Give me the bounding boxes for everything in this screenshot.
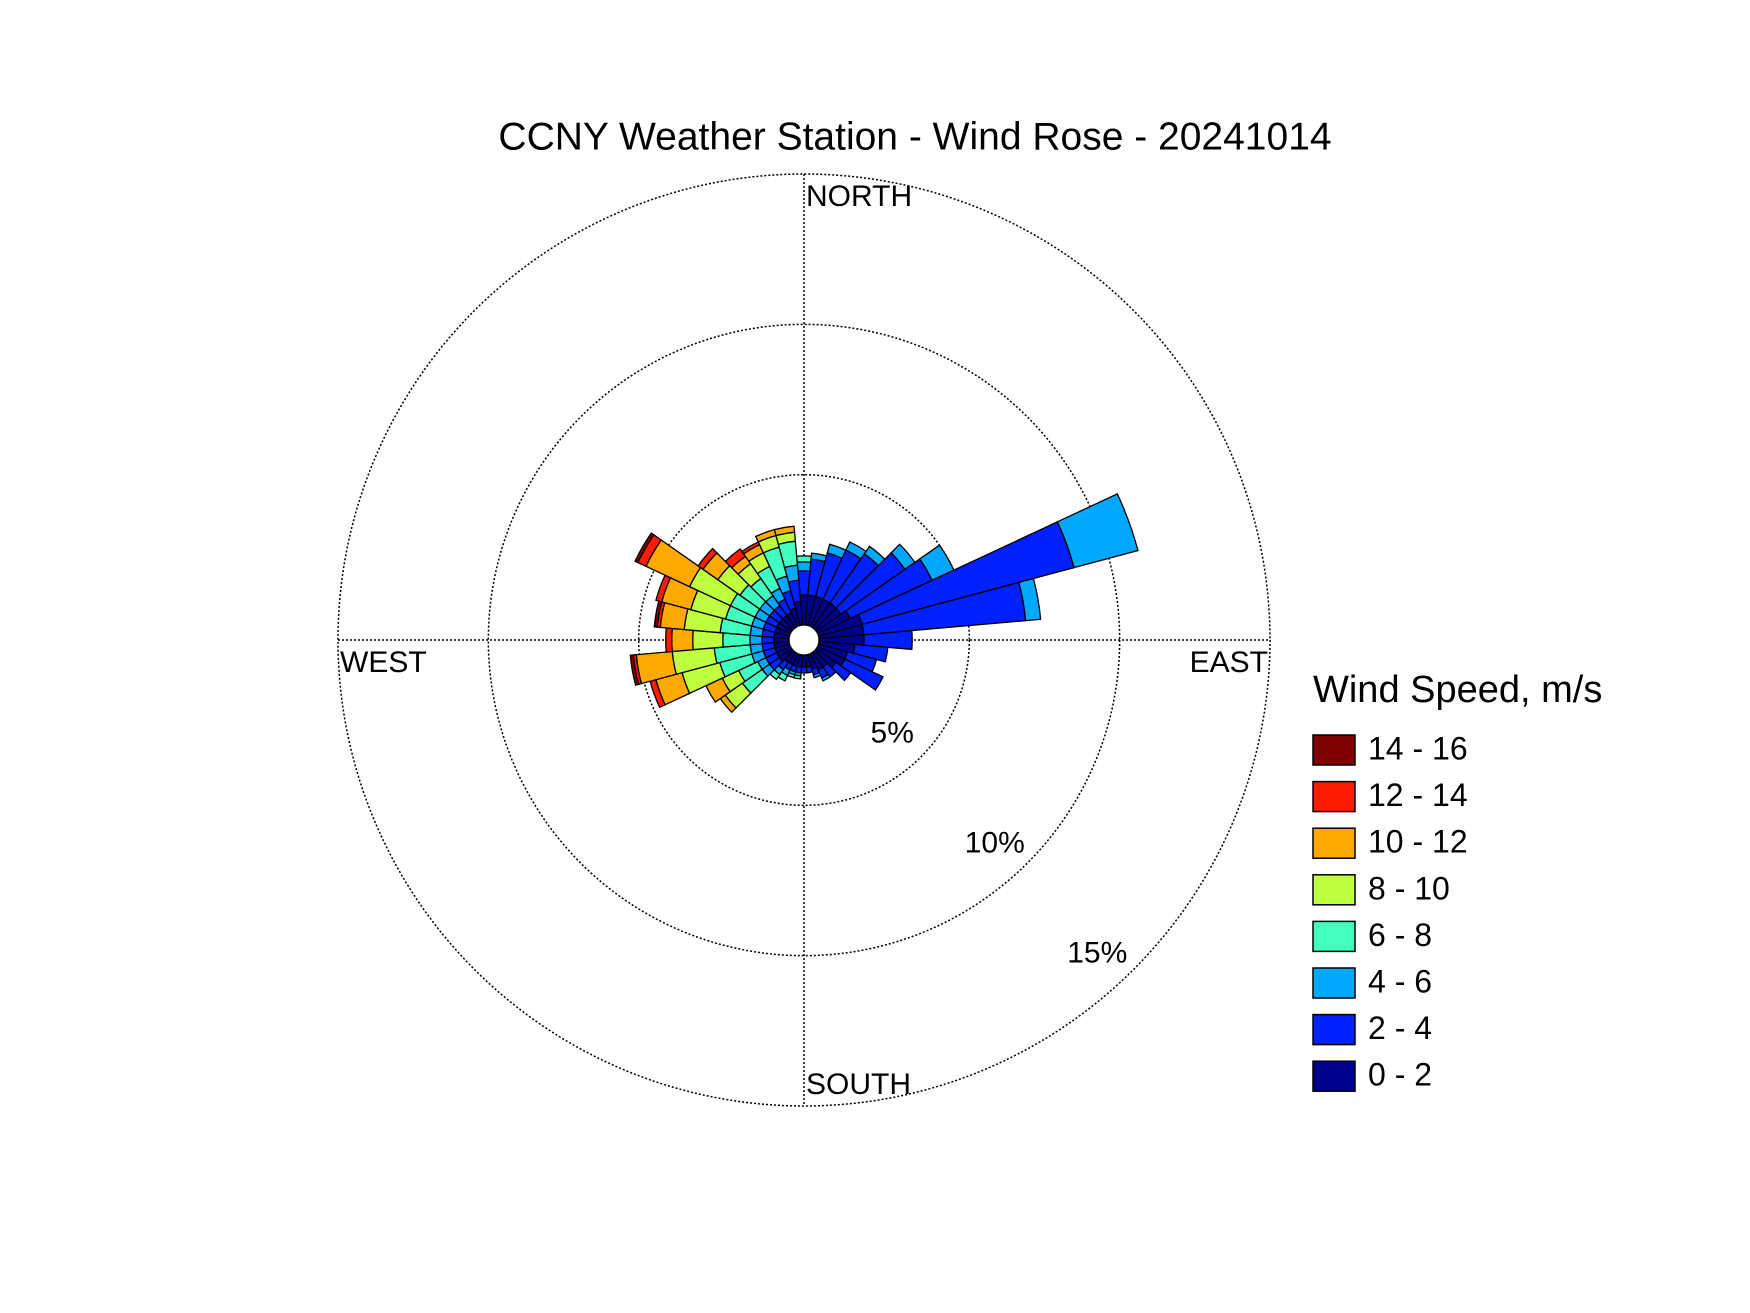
legend-label: 12 - 14 bbox=[1368, 777, 1468, 813]
wind-segment bbox=[697, 547, 718, 571]
legend-swatch bbox=[1312, 827, 1356, 859]
cardinal-label: NORTH bbox=[806, 180, 912, 213]
legend-label: 10 - 12 bbox=[1368, 824, 1468, 860]
grid-ring bbox=[637, 473, 971, 807]
wind-segment bbox=[840, 658, 884, 691]
wind-segment bbox=[773, 525, 796, 537]
wind-segment bbox=[665, 627, 673, 653]
legend-swatch bbox=[1312, 920, 1356, 953]
ring-label: 10% bbox=[965, 826, 1025, 859]
wind-segment bbox=[795, 555, 813, 563]
wind-segment bbox=[724, 547, 747, 569]
legend-title: Wind Speed, m/s bbox=[1313, 669, 1602, 711]
ring-label: 15% bbox=[1067, 936, 1127, 969]
legend-label: 8 - 10 bbox=[1368, 870, 1450, 906]
center-hole bbox=[788, 624, 820, 656]
wind-segment bbox=[1018, 577, 1042, 622]
grid-ring bbox=[337, 173, 1271, 1107]
wind-segment bbox=[634, 532, 655, 564]
wind-segment bbox=[863, 629, 913, 651]
legend-swatch bbox=[1312, 1060, 1356, 1092]
wind-segment bbox=[830, 661, 852, 682]
wind-segment bbox=[820, 673, 831, 682]
wind-segment bbox=[812, 671, 822, 679]
legend-label: 2 - 4 bbox=[1368, 1010, 1432, 1046]
wind-segment bbox=[852, 643, 889, 663]
cardinal-label: SOUTH bbox=[806, 1068, 911, 1101]
legend-swatch bbox=[1312, 734, 1356, 766]
cardinal-label: EAST bbox=[1190, 646, 1268, 679]
wind-segment bbox=[796, 561, 812, 572]
legend-swatch bbox=[1312, 874, 1356, 906]
legend-swatch bbox=[1312, 1013, 1356, 1046]
legend-label: 0 - 2 bbox=[1368, 1057, 1432, 1093]
wind-segment bbox=[692, 629, 724, 651]
chart-title: CCNY Weather Station - Wind Rose - 20241… bbox=[498, 115, 1331, 158]
ring-label: 5% bbox=[871, 717, 914, 750]
wind-segment bbox=[671, 627, 694, 653]
wind-segment bbox=[1056, 493, 1139, 569]
wind-segment bbox=[629, 654, 640, 686]
legend-swatch bbox=[1312, 780, 1356, 813]
legend-label: 4 - 6 bbox=[1368, 963, 1432, 999]
legend-label: 14 - 16 bbox=[1368, 730, 1468, 766]
legend-label: 6 - 8 bbox=[1368, 917, 1432, 953]
legend-swatch bbox=[1312, 967, 1356, 999]
cardinal-label: WEST bbox=[340, 646, 427, 679]
